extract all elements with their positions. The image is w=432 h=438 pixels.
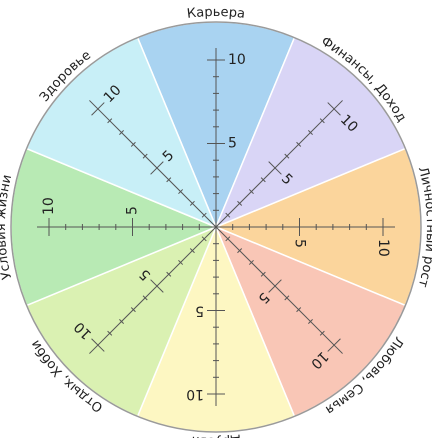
sector-label-path: Карьера [186,5,246,22]
minor-tick [142,295,148,301]
minor-tick [296,141,302,147]
minor-tick [225,236,231,242]
minor-tick [130,141,136,147]
minor-tick [237,248,243,254]
minor-tick [319,330,325,336]
major-tick [150,161,164,175]
scale: 510 [215,100,361,228]
major-tick [327,338,341,352]
tick-label: 10 [186,386,204,402]
minor-tick [319,118,325,124]
major-tick [268,279,282,293]
tick-label: 5 [125,206,141,215]
tick-label: 10 [41,197,57,215]
minor-tick [201,236,207,242]
axis-line [215,226,343,354]
minor-tick [248,189,254,195]
minor-tick [189,248,195,254]
scale: 510 [215,226,343,372]
minor-tick [119,318,125,324]
minor-tick [107,330,113,336]
outline [10,21,422,433]
tick-label: 5 [228,136,237,152]
scale: 5 10 [186,227,225,406]
tick-label: 10 [228,52,246,68]
major-tick [268,161,282,175]
minor-tick [107,118,113,124]
tick-label: 5 [195,303,204,319]
minor-tick [130,307,136,313]
minor-tick [166,271,172,277]
sector-label: Друзья [191,433,242,438]
minor-tick [296,307,302,313]
minor-tick [119,130,125,136]
scale: 5 10 [207,48,246,227]
minor-tick [260,177,266,183]
minor-tick [284,295,290,301]
major-tick [150,279,164,293]
minor-tick [237,200,243,206]
minor-tick [225,212,231,218]
major-tick [327,102,341,116]
sector-label: Карьера [186,5,246,22]
scale: 5 10 [37,197,216,236]
sector-label-path: Друзья [191,433,242,438]
tick-label: 10 [375,239,391,257]
minor-tick [166,177,172,183]
minor-tick [142,153,148,159]
axis-line [89,226,217,354]
minor-tick [307,130,313,136]
minor-tick [284,153,290,159]
scale: 5 10 [216,218,395,257]
major-tick [91,102,105,116]
minor-tick [178,189,184,195]
minor-tick [260,271,266,277]
minor-tick [178,259,184,265]
minor-tick [307,318,313,324]
minor-tick [248,259,254,265]
tick-label: 5 [292,239,308,248]
minor-tick [201,212,207,218]
axis-line [89,100,217,228]
minor-tick [189,200,195,206]
major-tick [91,338,105,352]
axis-line [215,100,343,228]
